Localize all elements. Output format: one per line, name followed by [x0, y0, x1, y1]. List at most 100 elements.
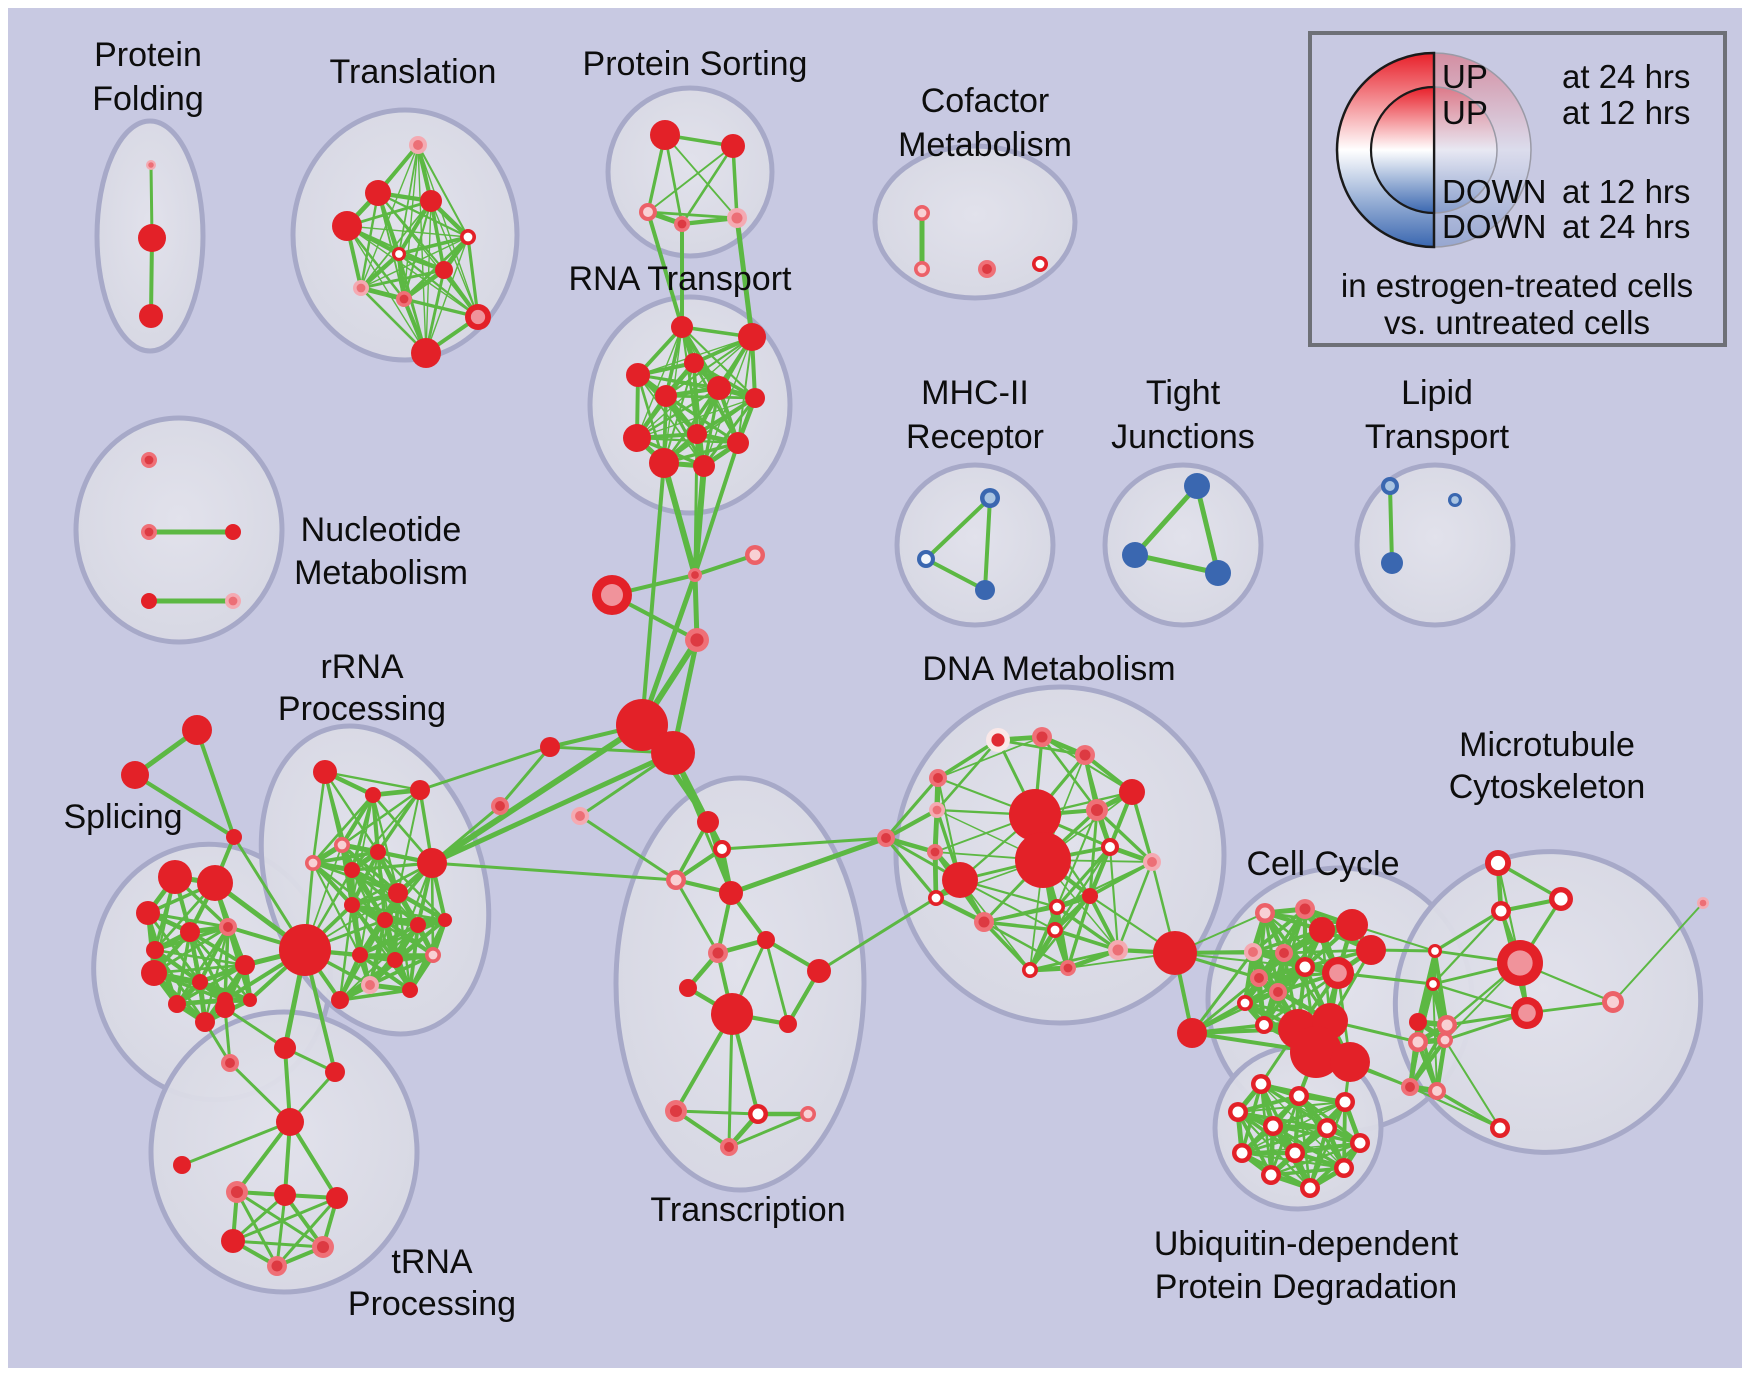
network-node-core	[1432, 1086, 1442, 1096]
network-node-tx-98	[757, 931, 775, 949]
network-edge	[693, 441, 740, 577]
network-node-core	[413, 140, 423, 150]
network-node-core	[356, 283, 366, 293]
network-node-sp-60	[243, 993, 257, 1007]
network-node-rt-29	[649, 448, 679, 478]
network-edge	[350, 788, 422, 872]
network-edge	[1088, 808, 1099, 898]
network-edge	[664, 394, 757, 400]
network-edge	[376, 788, 422, 854]
network-node-core	[1412, 1036, 1424, 1048]
network-edge	[663, 133, 684, 226]
network-node-core	[1259, 1020, 1269, 1030]
network-edge	[358, 850, 380, 957]
network-node-tn-83	[274, 1037, 296, 1059]
legend-word-2: DOWN	[1442, 173, 1546, 210]
network-node-core	[1431, 947, 1439, 955]
network-edge	[1055, 905, 1120, 952]
cluster-label-tn: tRNA	[391, 1243, 473, 1281]
network-node-core	[1236, 1147, 1248, 1159]
cluster-label-mh: MHC-II	[921, 374, 1029, 412]
network-node-core	[144, 527, 154, 537]
network-edge	[693, 432, 699, 577]
network-node-core	[1105, 842, 1115, 852]
network-edge	[1053, 928, 1120, 952]
network-edge	[223, 1006, 287, 1050]
cluster-ellipse-tn	[148, 1009, 420, 1295]
network-edge	[1612, 902, 1704, 1003]
network-edge	[817, 896, 938, 973]
network-edge	[884, 836, 938, 900]
network-node-ps-14	[650, 120, 680, 150]
network-edge	[339, 792, 376, 848]
network-edge	[358, 918, 447, 957]
network-edge	[345, 224, 406, 301]
network-edge	[288, 1120, 339, 1200]
network-node-cc-147	[1290, 1026, 1342, 1078]
network-node-tx-94	[697, 811, 719, 833]
network-node-core	[690, 633, 704, 647]
network-node-rr-81	[438, 913, 452, 927]
network-node-core	[1025, 965, 1035, 975]
network-edge	[358, 251, 402, 291]
network-edge	[360, 236, 469, 289]
network-node-core	[1254, 973, 1264, 983]
legend-gradient-circle	[1433, 86, 1498, 214]
network-edge	[1271, 1100, 1347, 1128]
network-edge	[982, 905, 1059, 924]
network-edge	[368, 918, 447, 987]
network-edge	[359, 191, 380, 290]
network-node-core	[1035, 259, 1045, 269]
network-edge	[323, 770, 422, 792]
network-node-core	[752, 1108, 764, 1120]
network-edge	[153, 948, 247, 967]
network-node-rr-73	[410, 917, 426, 933]
network-edge	[1108, 845, 1120, 952]
network-edge	[1132, 483, 1200, 558]
network-edge	[727, 1012, 734, 1149]
network-node-core	[982, 264, 992, 274]
network-node-cc-135	[1356, 935, 1386, 965]
cluster-label-sp: Splicing	[63, 798, 182, 836]
cluster-label-nm: Metabolism	[294, 554, 468, 592]
network-edge	[1095, 808, 1154, 864]
cluster-label-rr: Processing	[278, 690, 446, 728]
network-edge	[430, 861, 435, 957]
network-node-rt-27	[687, 424, 707, 444]
network-node-core	[931, 893, 941, 903]
network-node-core	[803, 1109, 813, 1119]
network-edge	[197, 979, 253, 1003]
network-node-core	[1147, 857, 1157, 867]
network-node-sp-55	[235, 955, 255, 975]
network-node-pf-2	[139, 304, 163, 328]
legend-gradient-circle	[1369, 85, 1436, 215]
network-node-core	[1451, 496, 1459, 504]
legend-time-0: at 24 hrs	[1562, 58, 1690, 95]
network-node-tn-86	[276, 1108, 304, 1136]
network-node-cx-186	[182, 715, 212, 745]
network-node-tj-39	[1122, 542, 1148, 568]
network-node-core	[1063, 963, 1073, 973]
network-edge	[397, 235, 470, 256]
network-node-sp-52	[180, 922, 200, 942]
network-edge	[338, 988, 412, 1002]
network-edge	[1240, 1126, 1329, 1155]
network-edge	[346, 225, 427, 354]
network-node-rr-62	[313, 760, 337, 784]
cluster-label-cf: Cofactor	[921, 82, 1050, 120]
network-edge	[311, 793, 375, 865]
network-edge	[231, 1239, 325, 1249]
network-edge	[664, 325, 684, 398]
network-node-core	[1079, 749, 1091, 761]
network-edge	[636, 326, 683, 439]
network-edge	[680, 144, 735, 226]
cluster-label-rr: rRNA	[320, 648, 403, 686]
network-node-rr-74	[279, 924, 331, 976]
network-edge	[429, 722, 645, 866]
network-node-core	[978, 916, 990, 928]
network-node-nm-47	[141, 593, 157, 609]
network-edge	[737, 336, 753, 444]
network-node-nm-46	[225, 524, 241, 540]
network-node-core	[1299, 903, 1311, 915]
